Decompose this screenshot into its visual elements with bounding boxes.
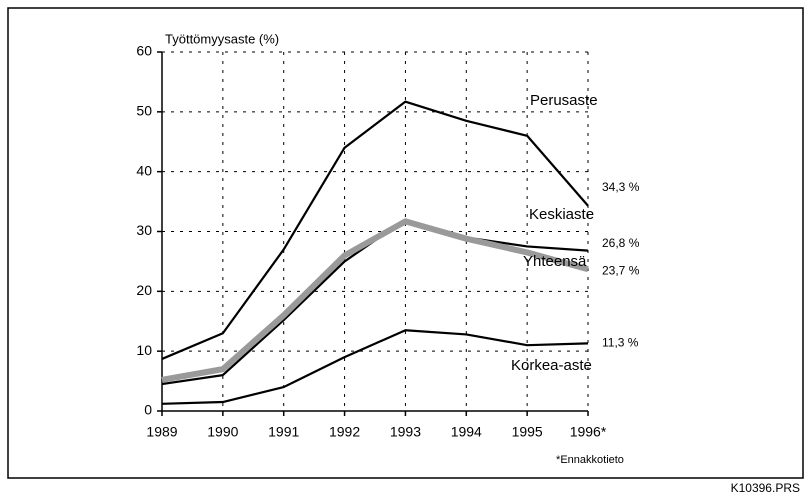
series-line	[161, 218, 589, 383]
series-line	[161, 329, 589, 405]
x-tick-label: 1995	[512, 424, 543, 440]
series-label: Keskiaste	[529, 206, 594, 223]
y-tick-label: 60	[136, 43, 152, 59]
series-line	[161, 100, 589, 360]
series-label: Korkea-aste	[511, 357, 592, 374]
x-tick-label: 1994	[451, 424, 482, 440]
series-label: Perusaste	[530, 92, 598, 109]
y-tick-label: 50	[136, 103, 152, 119]
value-label: 34,3 %	[602, 180, 640, 194]
frame	[7, 7, 804, 479]
series-label: Yhteensä	[523, 253, 587, 270]
y-tick-label: 40	[136, 162, 152, 178]
x-tick-label: 1990	[207, 424, 238, 440]
y-tick-label: 30	[136, 222, 152, 238]
code-label: K10396.PRS	[731, 481, 800, 495]
x-tick-label: 1991	[268, 424, 299, 440]
value-label: 23,7 %	[602, 263, 640, 277]
y-tick-label: 10	[136, 342, 152, 358]
y-axis-label: Työttömyysaste (%)	[165, 31, 279, 46]
value-label: 26,8 %	[602, 236, 640, 250]
x-tick-label: 1996*	[570, 424, 607, 440]
y-tick-label: 0	[144, 402, 152, 418]
y-tick-label: 20	[136, 282, 152, 298]
x-tick-label: 1993	[390, 424, 421, 440]
footnote: *Ennakkotieto	[556, 454, 624, 466]
value-label: 11,3 %	[602, 336, 639, 350]
x-tick-label: 1989	[146, 424, 177, 440]
x-tick-label: 1992	[329, 424, 360, 440]
